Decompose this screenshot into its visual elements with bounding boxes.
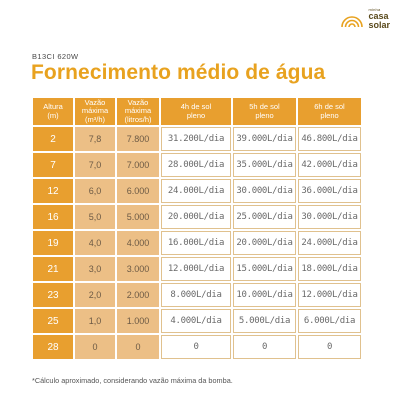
header-line: Vazão [84,98,106,108]
cell-4h-sol: 8.000L/dia [161,283,231,307]
cell-6h-sol: 0 [298,335,361,359]
cell-6h-sol: 36.000L/dia [298,179,361,203]
header-line: Vazão [127,98,149,108]
cell-4h-sol: 24.000L/dia [161,179,231,203]
header-line: (litros/h) [124,114,152,124]
cell-altura: 23 [33,283,73,307]
cell-altura: 2 [33,127,73,151]
cell-altura: 12 [33,179,73,203]
cell-4h-sol: 28.000L/dia [161,153,231,177]
cell-5h-sol: 15.000L/dia [233,257,296,281]
cell-5h-sol: 25.000L/dia [233,205,296,229]
cell-4h-sol: 16.000L/dia [161,231,231,255]
header-line: pleno [186,110,206,120]
table-row: 19 4,0 4.000 16.000L/dia 20.000L/dia 24.000L/… [33,231,361,255]
header-altura: Altura (m) [33,98,73,125]
cell-vazao-m3: 1,0 [75,309,115,333]
cell-vazao-litros: 2.000 [117,283,159,307]
cell-5h-sol: 5.000L/dia [233,309,296,333]
header-line: (m³/h) [85,114,105,124]
header-line: pleno [320,110,339,120]
cell-5h-sol: 35.000L/dia [233,153,296,177]
cell-altura: 19 [33,231,73,255]
cell-vazao-litros: 6.000 [117,179,159,203]
cell-vazao-litros: 7.800 [117,127,159,151]
header-line: (m) [47,110,59,120]
table-row: 16 5,0 5.000 20.000L/dia 25.000L/dia 30.000L/… [33,205,361,229]
cell-4h-sol: 4.000L/dia [161,309,231,333]
cell-4h-sol: 0 [161,335,231,359]
cell-5h-sol: 39.000L/dia [233,127,296,151]
header-vazao-m3: Vazão máxima (m³/h) [75,98,115,125]
header-line: pleno [255,110,274,120]
table-row: 7 7,0 7.000 28.000L/dia 35.000L/dia 42.000L/d… [33,153,361,177]
cell-vazao-m3: 7,8 [75,127,115,151]
header-line: máxima [124,106,152,116]
cell-vazao-litros: 0 [117,335,159,359]
page-title: Fornecimento médio de água [31,61,326,84]
cell-vazao-m3: 6,0 [75,179,115,203]
sun-icon [341,15,364,27]
water-supply-table: Altura (m) Vazão máxima (m³/h) Vazão máxima(… [31,96,363,361]
cell-vazao-litros: 1.000 [117,309,159,333]
cell-vazao-m3: 0 [75,335,115,359]
brand-logo: minha casa solar [339,8,390,29]
cell-6h-sol: 46.800L/dia [298,127,361,151]
cell-5h-sol: 20.000L/dia [233,231,296,255]
header-line: máxima [81,106,109,116]
cell-altura: 7 [33,153,73,177]
header-5h-sol: 5h de sol pleno [233,98,296,125]
cell-6h-sol: 30.000L/dia [298,205,361,229]
table-row: 23 2,0 2.000 8.000L/dia 10.000L/dia 12.000L/d… [33,283,361,307]
header-4h-sol: 4h de sol pleno [161,98,231,125]
cell-vazao-litros: 7.000 [117,153,159,177]
cell-altura: 16 [33,205,73,229]
header-line: 4h de sol [180,102,212,112]
cell-altura: 21 [33,257,73,281]
cell-6h-sol: 24.000L/dia [298,231,361,255]
table-row: 21 3,0 3.000 12.000L/dia 15.000L/dia 18.000L/… [33,257,361,281]
table-row: 28 0 0 0 0 0 [33,335,361,359]
brand-small: minha [368,7,381,12]
cell-6h-sol: 42.000L/dia [298,153,361,177]
cell-5h-sol: 0 [233,335,296,359]
table-row: 12 6,0 6.000 24.000L/dia 30.000L/dia 36.000L/… [33,179,361,203]
footnote: *Cálculo aproximado, considerando vazão … [32,376,233,385]
cell-vazao-litros: 3.000 [117,257,159,281]
header-6h-sol: 6h de sol pleno [298,98,361,125]
cell-vazao-m3: 2,0 [75,283,115,307]
header-vazao-litros: Vazão máxima (litros/h) [117,98,159,125]
cell-vazao-m3: 4,0 [75,231,115,255]
cell-vazao-m3: 7,0 [75,153,115,177]
table-header-row: Altura (m) Vazão máxima (m³/h) Vazão máxima(… [33,98,361,125]
cell-6h-sol: 12.000L/dia [298,283,361,307]
model-label: B13CI 620W [32,52,79,61]
cell-vazao-m3: 5,0 [75,205,115,229]
cell-4h-sol: 12.000L/dia [161,257,231,281]
cell-5h-sol: 10.000L/dia [233,283,296,307]
cell-altura: 28 [33,335,73,359]
brand-line2: solar [368,19,390,30]
cell-vazao-m3: 3,0 [75,257,115,281]
cell-altura: 25 [33,309,73,333]
cell-4h-sol: 20.000L/dia [161,205,231,229]
cell-6h-sol: 18.000L/dia [298,257,361,281]
brand-line1: casa [368,11,389,21]
table-row: 25 1,0 1.000 4.000L/dia 5.000L/dia 6.000L/dia [33,309,361,333]
header-line: Altura [43,102,63,112]
table-row: 2 7,8 7.800 31.200L/dia 39.000L/dia 46.800L/d… [33,127,361,151]
cell-5h-sol: 30.000L/dia [233,179,296,203]
cell-6h-sol: 6.000L/dia [298,309,361,333]
cell-vazao-litros: 5.000 [117,205,159,229]
cell-vazao-litros: 4.000 [117,231,159,255]
header-line: 5h de sol [249,102,280,112]
cell-4h-sol: 31.200L/dia [161,127,231,151]
header-line: 6h de sol [314,102,345,112]
